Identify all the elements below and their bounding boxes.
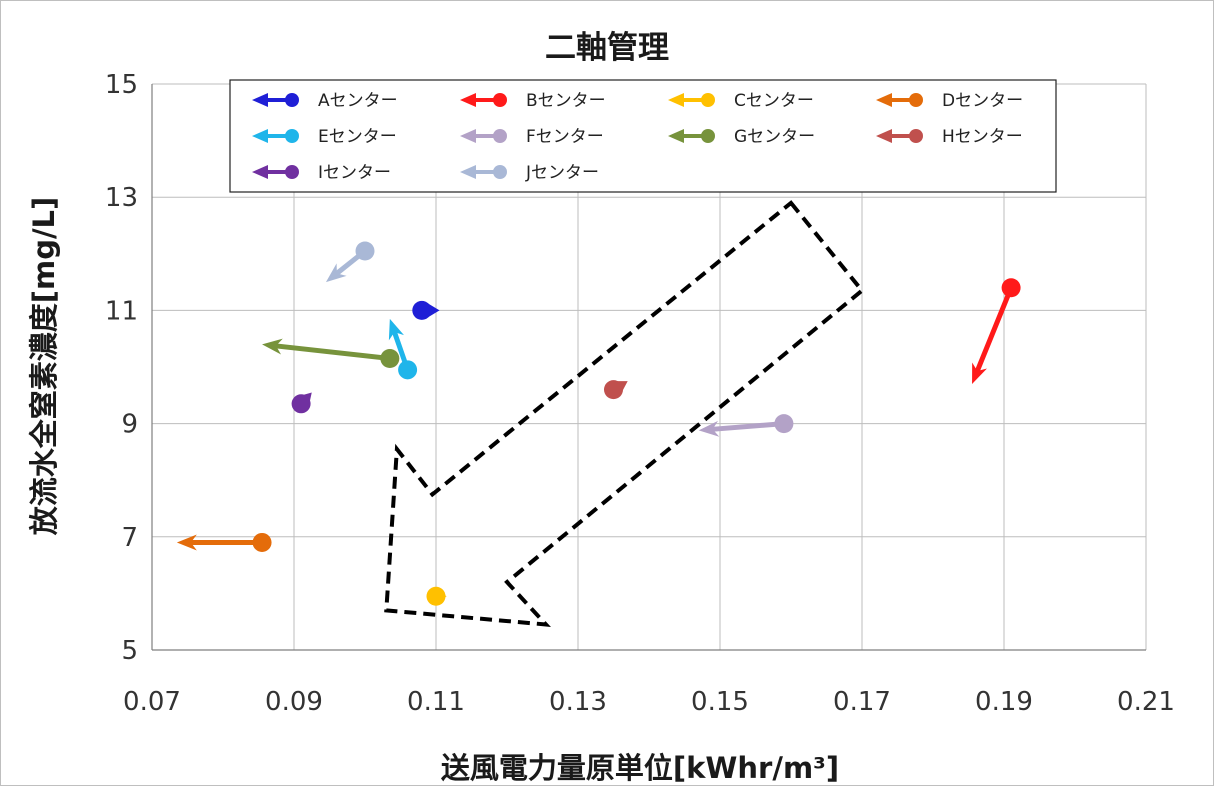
series-1 [972, 278, 1021, 384]
x-tick-label: 0.11 [407, 687, 465, 717]
series-8 [291, 392, 312, 414]
x-tick-label: 0.17 [833, 687, 891, 717]
x-tick-label: 0.07 [123, 687, 181, 717]
legend-label: Gセンター [734, 127, 815, 147]
series-arrowhead [262, 338, 283, 355]
legend-label: Bセンター [526, 91, 606, 111]
legend-swatch-arrowhead [252, 129, 268, 143]
y-tick-label: 11 [105, 296, 138, 326]
x-tick-label: 0.21 [1117, 687, 1175, 717]
y-tick-label: 15 [105, 70, 138, 100]
legend-label: Eセンター [318, 127, 397, 147]
legend-item: Iセンター [252, 163, 391, 183]
series-line [974, 286, 1014, 374]
legend-label: Dセンター [942, 91, 1023, 111]
legend-swatch-point [285, 93, 299, 107]
legend-label: Iセンター [318, 163, 391, 183]
series-6 [262, 338, 400, 369]
chart-title: 二軸管理 [545, 30, 669, 66]
y-tick-label: 13 [105, 183, 138, 213]
series-7 [604, 380, 628, 400]
legend-item: Fセンター [460, 127, 604, 147]
annotation-arrow [384, 200, 865, 627]
series-point [426, 586, 446, 606]
x-tick-label: 0.13 [549, 687, 607, 717]
series-arrowhead [424, 301, 440, 320]
series-arrowhead [176, 534, 197, 551]
series-3 [176, 532, 272, 552]
series-point [355, 241, 375, 261]
legend-label: Hセンター [942, 127, 1023, 147]
legend-swatch-point [701, 129, 715, 143]
legend-swatch-point [909, 129, 923, 143]
legend-item: Eセンター [252, 127, 397, 147]
legend-swatch-point [493, 165, 507, 179]
x-axis-title: 送風電力量原単位[kWhr/m³] [441, 751, 839, 785]
series-arrowhead [325, 263, 347, 283]
series-point [380, 349, 400, 369]
y-axis-title: 放流水全窒素濃度[mg/L] [27, 197, 61, 537]
series-arrowhead [698, 420, 720, 437]
x-tick-label: 0.15 [691, 687, 749, 717]
legend-swatch-arrowhead [460, 129, 476, 143]
legend-item: Hセンター [876, 127, 1023, 147]
y-tick-label: 7 [121, 523, 138, 553]
legend-swatch-point [493, 129, 507, 143]
series-arrowhead [431, 587, 447, 606]
legend-label: Jセンター [525, 163, 599, 183]
legend-swatch-point [701, 93, 715, 107]
series-2 [426, 586, 447, 606]
legend-swatch-point [493, 93, 507, 107]
legend-label: Aセンター [318, 91, 398, 111]
series-4 [388, 318, 418, 380]
legend-label: Fセンター [526, 127, 604, 147]
legend-swatch-arrowhead [460, 93, 476, 107]
legend-swatch-arrowhead [876, 129, 892, 143]
legend-swatch-point [285, 165, 299, 179]
series-point [774, 414, 794, 434]
series-arrowhead [294, 392, 312, 410]
series-arrowhead [610, 381, 628, 397]
legend-item: Aセンター [252, 91, 398, 111]
y-tick-label: 9 [121, 410, 138, 440]
series-point [1001, 278, 1021, 298]
legend-swatch-arrowhead [252, 93, 268, 107]
series-point [412, 300, 432, 320]
legend-item: Cセンター [668, 91, 814, 111]
dashed-trend-arrow [384, 200, 865, 627]
series-0 [412, 300, 440, 320]
legend-swatch-arrowhead [460, 165, 476, 179]
legend-item: Jセンター [460, 163, 599, 183]
y-tick-label: 5 [121, 636, 138, 666]
legend-swatch-arrowhead [252, 165, 268, 179]
series-arrowhead [972, 362, 987, 384]
legend-item: Dセンター [876, 91, 1023, 111]
series-5 [698, 414, 794, 437]
legend-swatch-arrowhead [876, 93, 892, 107]
legend-label: Cセンター [734, 91, 814, 111]
x-tick-label: 0.09 [265, 687, 323, 717]
legend-swatch-arrowhead [668, 93, 684, 107]
series-line [710, 421, 785, 432]
legend-swatch-arrowhead [668, 129, 684, 143]
series-9 [325, 241, 375, 283]
legend-item: Gセンター [668, 127, 815, 147]
series-arrows [176, 241, 1021, 606]
legend-swatch-point [909, 93, 923, 107]
legend-item: Bセンター [460, 91, 606, 111]
series-point [252, 532, 272, 552]
series-arrowhead [388, 318, 404, 341]
legend: Aセンター Bセンター Cセンター Dセンター Eセンター Fセンター Gセンター Hセンター… [229, 79, 1057, 193]
x-tick-label: 0.19 [975, 687, 1033, 717]
series-line [273, 343, 391, 361]
tick-labels: 0.07 0.09 0.11 0.13 0.15 0.17 0.19 0.21 5 7 9 11 13 1… [105, 70, 1175, 717]
legend-swatch-point [285, 129, 299, 143]
series-point [398, 360, 418, 380]
